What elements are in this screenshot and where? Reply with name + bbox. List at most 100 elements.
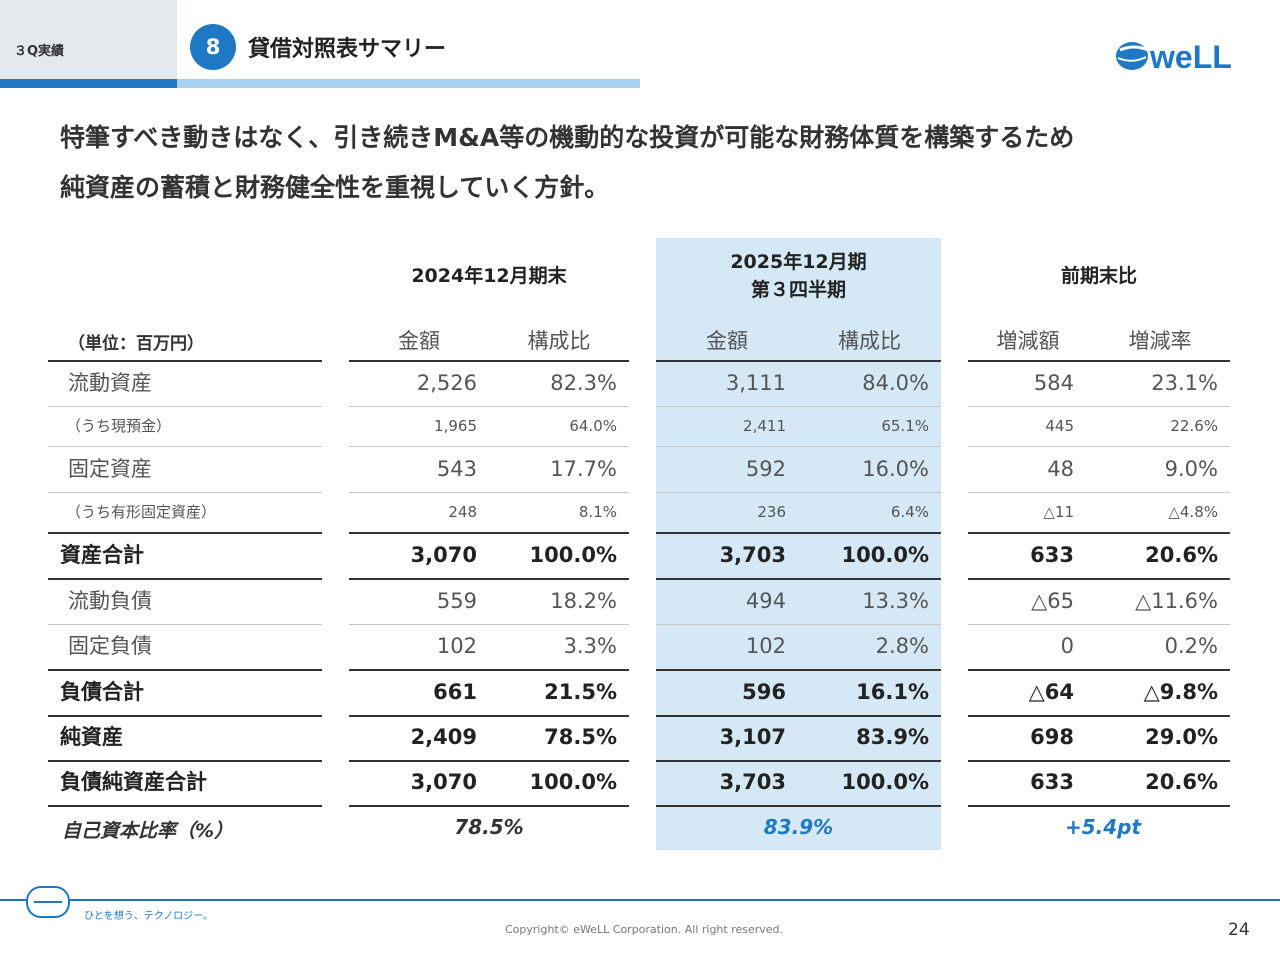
row-label: 固定負債 (68, 634, 152, 658)
cell-e: △11 (1043, 503, 1074, 521)
table-rule (968, 406, 1230, 407)
cell-c: 3,703 (719, 543, 786, 567)
table-rule (48, 492, 322, 493)
row-label: 負債純資産合計 (60, 770, 207, 794)
cell-b: 18.2% (550, 589, 617, 613)
cell-c: 3,107 (719, 725, 786, 749)
cell-c: 236 (757, 503, 786, 521)
cell-a: 559 (436, 589, 477, 613)
table-rule (968, 360, 1230, 362)
table-rule (48, 624, 322, 625)
page-number: 24 (1228, 920, 1250, 940)
header-light-bar (177, 79, 640, 88)
group-header-current: 2025年12月期 第３四半期 (656, 248, 941, 304)
table-rule (48, 760, 322, 762)
table-rule (48, 578, 322, 580)
table-rule (349, 492, 629, 493)
cell-e: △65 (1031, 589, 1074, 613)
cell-e: △64 (1028, 680, 1074, 704)
table-rule (349, 406, 629, 407)
subheader-current-amount: 金額 (706, 329, 748, 353)
cell-f: 29.0% (1145, 725, 1218, 749)
cell-d: 16.0% (862, 457, 929, 481)
table-rule (968, 492, 1230, 493)
cell-a: 2,526 (416, 371, 477, 395)
cell-b: 78.5% (544, 725, 617, 749)
cell-c: 3,703 (719, 770, 786, 794)
table-rule (656, 669, 941, 671)
section-number-badge: 8 (190, 24, 236, 70)
table-rule (656, 532, 941, 534)
cell-b: 64.0% (569, 417, 617, 435)
table-rule (349, 446, 629, 447)
cell-f: △4.8% (1168, 503, 1218, 521)
table-rule (48, 406, 322, 407)
table-rule (349, 715, 629, 717)
subheader-change-amount: 増減額 (996, 329, 1060, 353)
cell-e: 0 (1060, 634, 1074, 658)
table-rule (968, 446, 1230, 447)
table-rule (349, 532, 629, 534)
table-rule (656, 406, 941, 407)
copyright-text: Copyright© eWeLL Corporation. All right … (505, 923, 784, 936)
equity-ratio-change: +5.4pt (1064, 815, 1142, 839)
row-label: 資産合計 (60, 543, 144, 567)
cell-b: 82.3% (550, 371, 617, 395)
current-period-highlight (656, 238, 941, 850)
cell-e: 584 (1033, 371, 1074, 395)
footer-brand-icon (0, 886, 70, 918)
table-rule (656, 715, 941, 717)
logo-text: weLL (1149, 39, 1232, 75)
table-rule (968, 624, 1230, 625)
footer-tagline: ひとを想う、テクノロジー。 (84, 911, 213, 922)
row-label: 純資産 (60, 725, 123, 749)
subheader-change-rate: 増減率 (1128, 329, 1192, 353)
cell-b: 100.0% (529, 770, 617, 794)
cell-a: 543 (436, 457, 477, 481)
cell-c: 2,411 (743, 417, 786, 435)
table-rule (48, 805, 322, 807)
group-header-change: 前期末比 (1060, 265, 1137, 287)
cell-c: 3,111 (725, 371, 786, 395)
cell-f: 23.1% (1151, 371, 1218, 395)
cell-f: 20.6% (1145, 543, 1218, 567)
cell-a: 248 (448, 503, 477, 521)
table-rule (656, 760, 941, 762)
cell-b: 8.1% (578, 503, 617, 521)
unit-label: （単位：百万円） (68, 334, 204, 354)
cell-d: 13.3% (862, 589, 929, 613)
row-label: 負債合計 (60, 680, 144, 704)
table-rule (349, 805, 629, 807)
table-rule (349, 669, 629, 671)
table-rule (656, 492, 941, 493)
cell-f: 9.0% (1164, 457, 1218, 481)
cell-a: 3,070 (410, 543, 477, 567)
cell-a: 1,965 (434, 417, 477, 435)
header-accent-bar (0, 79, 177, 88)
subheader-current-ratio: 構成比 (838, 329, 901, 353)
table-rule (48, 360, 322, 362)
table-rule (349, 360, 629, 362)
table-rule (968, 669, 1230, 671)
group-header-current-line1: 2025年12月期 (730, 251, 867, 273)
cell-f: △9.8% (1143, 680, 1218, 704)
cell-d: 84.0% (862, 371, 929, 395)
table-rule (48, 715, 322, 717)
cell-e: 633 (1030, 770, 1074, 794)
cell-e: 633 (1030, 543, 1074, 567)
cell-b: 21.5% (544, 680, 617, 704)
cell-d: 65.1% (881, 417, 929, 435)
table-rule (656, 805, 941, 807)
cell-f: 0.2% (1164, 634, 1218, 658)
cell-c: 592 (745, 457, 786, 481)
section-tab: ３Q実績 (0, 0, 177, 87)
footer-divider (0, 899, 1280, 901)
cell-a: 102 (436, 634, 477, 658)
company-logo: weLL (1116, 39, 1232, 75)
cell-a: 2,409 (410, 725, 477, 749)
page-title: 貸借対照表サマリー (248, 37, 447, 62)
table-rule (349, 624, 629, 625)
row-label: 流動資産 (68, 371, 152, 395)
table-rule (349, 760, 629, 762)
row-label: 流動負債 (68, 589, 152, 613)
